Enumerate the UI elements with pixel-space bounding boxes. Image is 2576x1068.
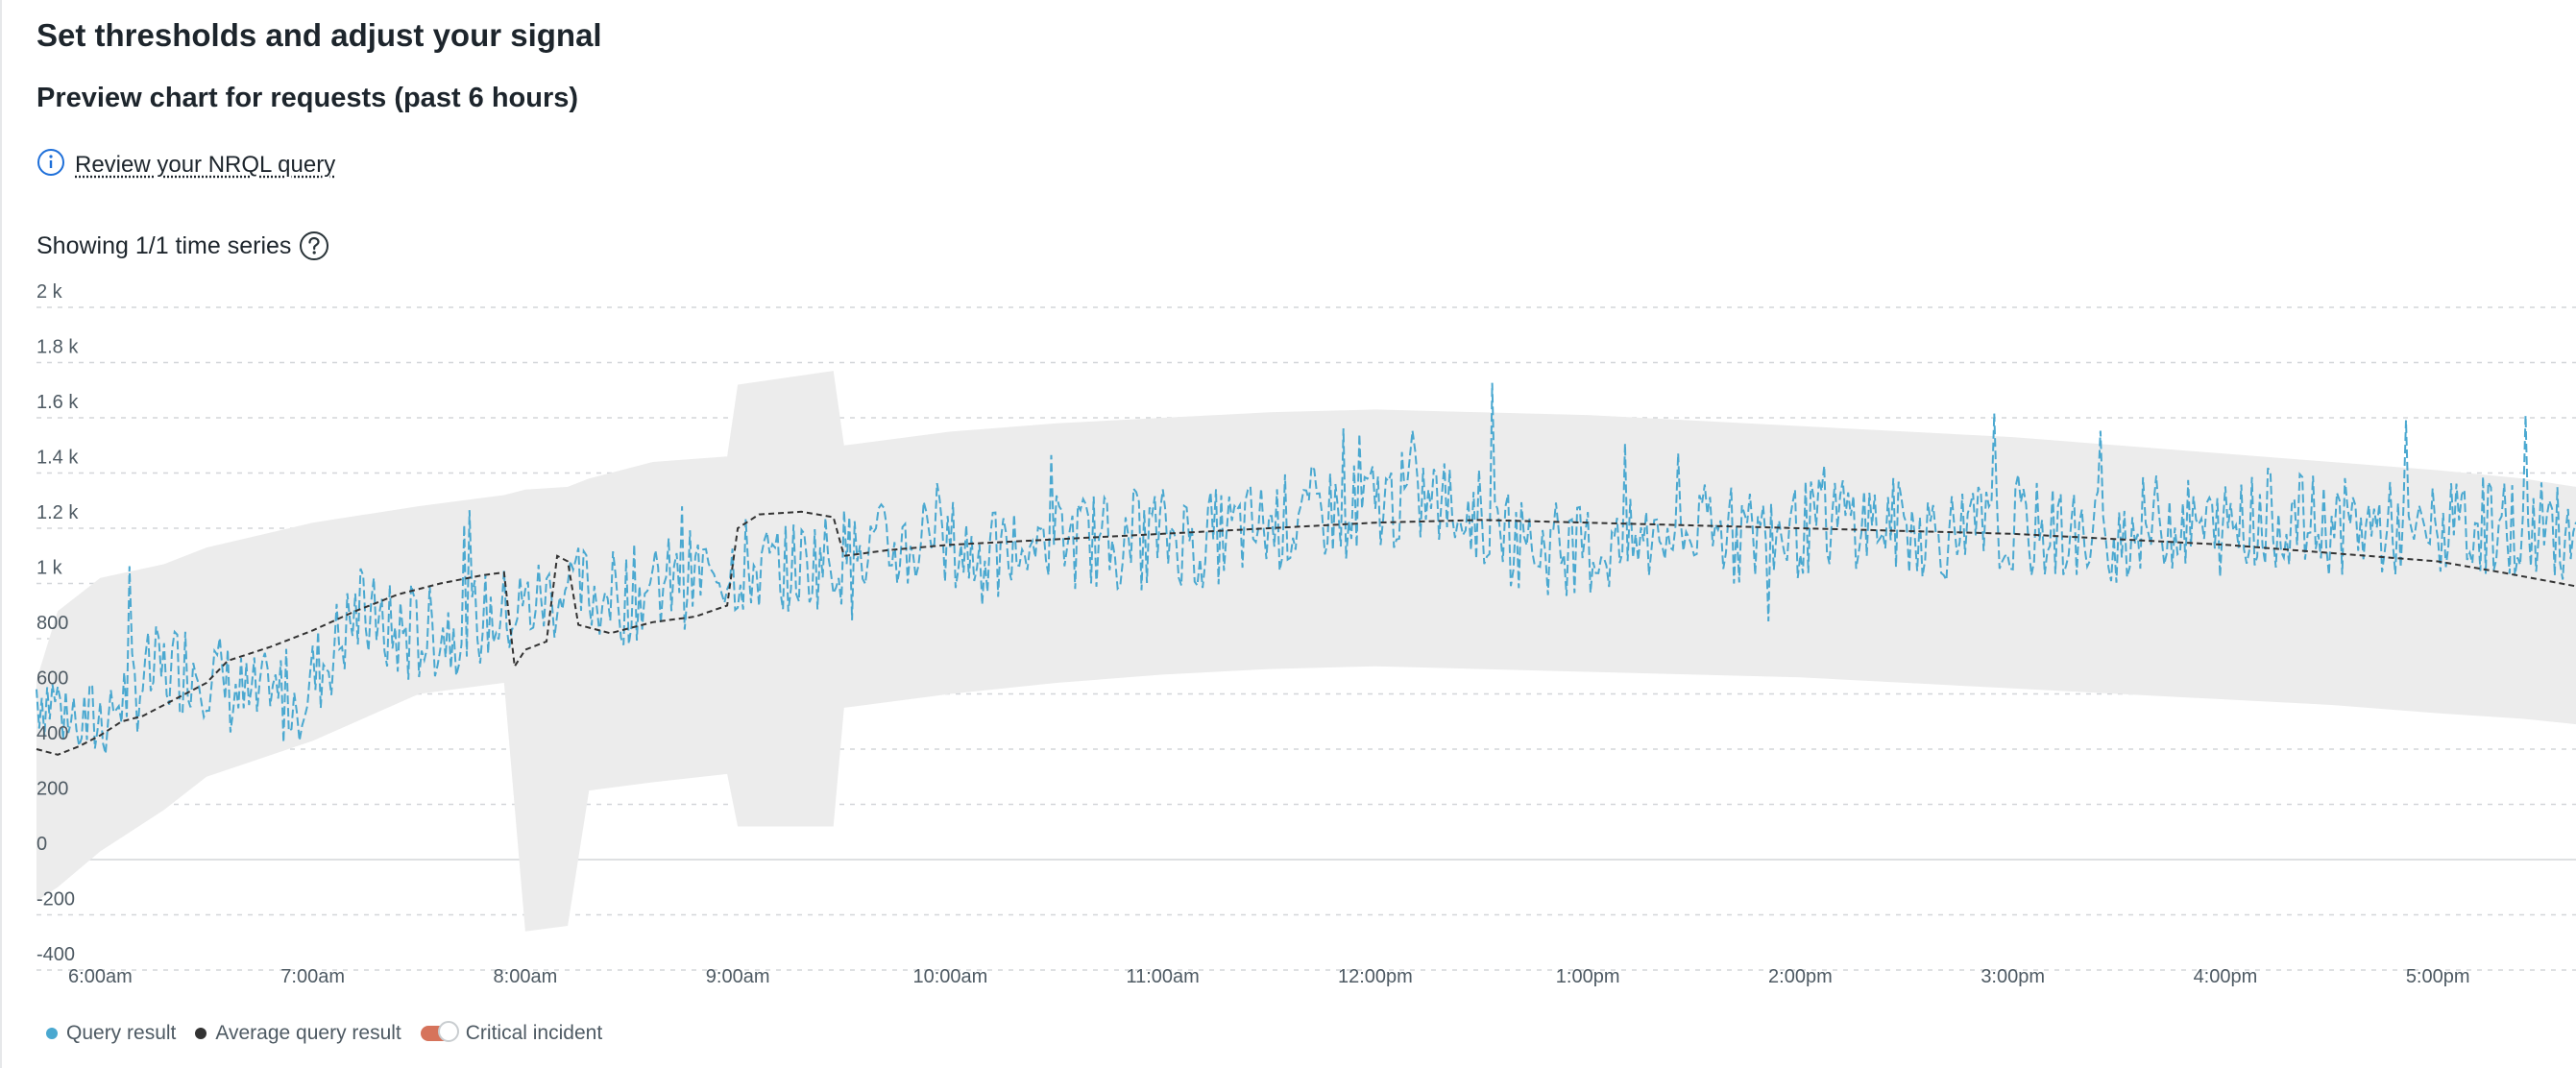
expected-band: [36, 371, 2576, 932]
legend-label: Query result: [66, 1022, 177, 1044]
y-axis: 2 k 1.8 k 1.6 k 1.4 k 1.2 k 1 k 800 600 400 200 0 -…: [36, 281, 79, 965]
review-nrql-label[interactable]: Review your NRQL query: [75, 151, 336, 178]
x-tick-label: 11:00am: [1126, 966, 1199, 987]
y-tick-label: 1 k: [36, 558, 63, 579]
y-tick-label: -200: [36, 889, 75, 910]
expected-range-band: [36, 371, 2576, 932]
query-result-marker: [46, 1028, 58, 1039]
legend-query-result[interactable]: Query result: [46, 1022, 176, 1045]
y-tick-label: 1.6 k: [36, 392, 79, 413]
y-tick-label: 400: [36, 723, 68, 744]
x-tick-label: 3:00pm: [1981, 966, 2045, 987]
legend-critical-incident[interactable]: Critical incident: [420, 1021, 603, 1045]
info-icon: [36, 148, 65, 182]
average-query-result-line: [36, 510, 2576, 756]
y-tick-label: 0: [36, 834, 47, 855]
left-border: [0, 0, 2, 1068]
x-tick-label: 9:00am: [706, 966, 770, 987]
x-tick-label: 2:00pm: [1768, 966, 1833, 987]
x-tick-label: 12:00pm: [1338, 966, 1413, 987]
series-count-label: Showing 1/1 time series: [36, 231, 292, 259]
legend-average-query-result[interactable]: Average query result: [195, 1022, 401, 1045]
y-tick-label: 2 k: [36, 281, 63, 303]
x-tick-label: 4:00pm: [2194, 966, 2258, 987]
x-tick-label: 6:00am: [68, 966, 133, 987]
series-count: Showing 1/1 time series: [36, 231, 329, 261]
average-query-marker: [195, 1028, 207, 1039]
review-nrql-link[interactable]: Review your NRQL query: [36, 148, 335, 182]
x-tick-label: 7:00am: [280, 966, 345, 987]
x-tick-label: 1:00pm: [1556, 966, 1620, 987]
help-icon[interactable]: [299, 231, 329, 261]
chart-subtitle: Preview chart for requests (past 6 hours…: [36, 83, 579, 113]
x-tick-label: 8:00am: [494, 966, 558, 987]
legend-label: Critical incident: [465, 1022, 603, 1044]
query-result-line: [36, 382, 2576, 755]
y-tick-label: 200: [36, 779, 68, 800]
critical-incident-toggle[interactable]: [420, 1021, 459, 1042]
x-tick-label: 5:00pm: [2406, 966, 2470, 987]
legend-label: Average query result: [215, 1022, 401, 1044]
y-tick-label: 800: [36, 613, 68, 634]
x-axis: 6:00am 7:00am 8:00am 9:00am 10:00am 11:00am 12…: [68, 966, 2470, 987]
y-tick-label: 1.2 k: [36, 502, 79, 523]
chart-legend: Query result Average query result Critic…: [46, 1021, 621, 1045]
y-tick-label: 1.4 k: [36, 448, 79, 469]
y-tick-label: 600: [36, 668, 68, 690]
y-tick-label: 1.8 k: [36, 337, 79, 358]
x-tick-label: 10:00am: [912, 966, 987, 987]
y-tick-label: -400: [36, 944, 75, 965]
preview-chart: 2 k 1.8 k 1.6 k 1.4 k 1.2 k 1 k 800 600 400 200 0 -…: [36, 281, 2576, 987]
series-lines: [36, 382, 2576, 756]
page-title: Set thresholds and adjust your signal: [36, 17, 602, 53]
